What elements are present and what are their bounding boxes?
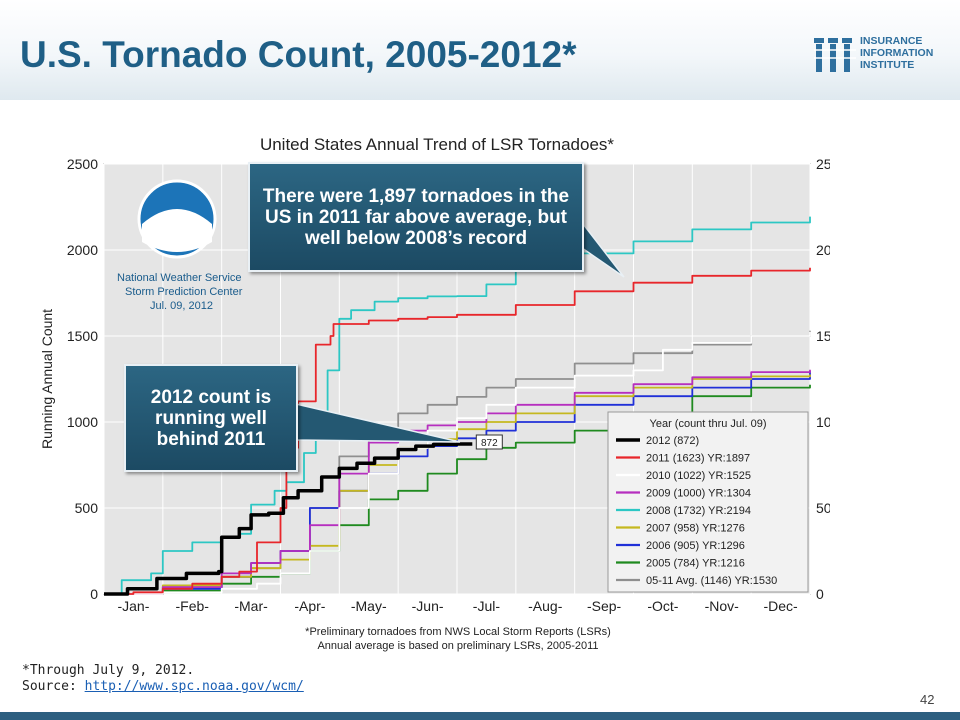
- source-prefix: Source:: [22, 679, 85, 694]
- y-tick-label: 2000: [67, 242, 98, 258]
- noaa-text-line: National Weather Service: [117, 272, 242, 284]
- current-count-marker: 872: [475, 434, 503, 450]
- iii-logo-text: INSURANCE INFORMATION INSTITUTE: [860, 35, 942, 71]
- legend-items: 2012 (872) 2011 (1623) YR:1897 2010 (1022)…: [616, 435, 777, 587]
- slide-footnote: *Through July 9, 2012. Source: http://ww…: [22, 663, 304, 695]
- x-tick-label: -Aug-: [528, 598, 563, 614]
- x-tick-label: -Nov-: [705, 598, 740, 614]
- x-tick-label: -Feb-: [176, 598, 210, 614]
- slide-title: U.S. Tornado Count, 2005-2012*: [20, 34, 577, 75]
- y-tick-label-right: 0: [816, 586, 824, 602]
- x-tick-label: -Jun-: [412, 598, 444, 614]
- y-tick-label-right: 2000: [816, 242, 830, 258]
- source-link[interactable]: http://www.spc.noaa.gov/wcm/: [84, 679, 304, 694]
- callout-2012-behind: 2012 count is running well behind 2011: [124, 364, 298, 472]
- legend-label: 2006 (905) YR:1296: [646, 540, 745, 552]
- series-line: [104, 442, 473, 596]
- legend-title: Year (count thru Jul. 09): [650, 418, 767, 430]
- x-tick-label: -Oct-: [647, 598, 678, 614]
- logo-line: INFORMATION: [860, 47, 934, 59]
- chart-title: United States Annual Trend of LSR Tornad…: [260, 135, 614, 154]
- iii-logo: INSURANCE INFORMATION INSTITUTE: [812, 34, 942, 74]
- y-tick-label-right: 1000: [816, 414, 830, 430]
- footnote-source: Source: http://www.spc.noaa.gov/wcm/: [22, 679, 304, 695]
- iii-logo-mark-icon: [814, 38, 856, 72]
- callout-2011-record: There were 1,897 tornadoes in the US in …: [248, 162, 584, 272]
- chart-footnote-line: *Preliminary tornadoes from NWS Local St…: [305, 626, 611, 638]
- legend-label: 05-11 Avg. (1146) YR:1530: [646, 575, 777, 587]
- x-tick-label: -Dec-: [763, 598, 798, 614]
- x-tick-label: -May-: [351, 598, 387, 614]
- footnote-through: *Through July 9, 2012.: [22, 663, 195, 678]
- series-line: [104, 267, 811, 595]
- y-axis-label: Running Annual Count: [42, 309, 55, 449]
- logo-line: INSURANCE: [860, 35, 923, 47]
- x-tick-label: -Sep-: [587, 598, 622, 614]
- noaa-bird-shape: [142, 209, 212, 252]
- noaa-text-line: Jul. 09, 2012: [150, 300, 213, 312]
- x-tick-label: -Mar-: [234, 598, 268, 614]
- noaa-text-line: Storm Prediction Center: [125, 286, 243, 298]
- legend-label: 2005 (784) YR:1216: [646, 558, 745, 570]
- y-tick-label: 0: [90, 586, 98, 602]
- legend-box: [607, 411, 809, 593]
- page-number: 42: [920, 692, 935, 707]
- x-tick-label: -Jul-: [473, 598, 501, 614]
- y-tick-label: 500: [75, 500, 99, 516]
- y-tick-label-right: 1500: [816, 328, 830, 344]
- chart-legend: Year (count thru Jul. 09) 2012 (872) 2011…: [607, 411, 809, 593]
- x-tick-label: -Apr-: [294, 598, 325, 614]
- noaa-badge: National Weather Service Storm Predictio…: [117, 179, 243, 312]
- current-count-box: [475, 434, 503, 450]
- legend-label: 2010 (1022) YR:1525: [646, 470, 751, 482]
- y-tick-label: 1500: [67, 328, 98, 344]
- logo-line: INSTITUTE: [860, 59, 915, 71]
- x-tick-labels: -Jan- -Feb- -Mar- -Apr- -May- -Jun- -Jul- -Aug-…: [117, 598, 798, 614]
- bottom-bar: [0, 712, 960, 720]
- y-tick-label-right: 500: [816, 500, 830, 516]
- current-count-label: 872: [481, 438, 498, 449]
- chart-footnote-line: Annual average is based on preliminary L…: [317, 640, 598, 652]
- header-band: [0, 0, 960, 100]
- legend-label: 2009 (1000) YR:1304: [646, 488, 751, 500]
- legend-label: 2012 (872): [646, 435, 699, 447]
- x-tick-label: -Jan-: [117, 598, 149, 614]
- legend-label: 2008 (1732) YR:2194: [646, 505, 751, 517]
- y-tick-label: 1000: [67, 414, 98, 430]
- y-tick-label-right: 2500: [816, 156, 830, 172]
- y-tick-label: 2500: [67, 156, 98, 172]
- legend-label: 2011 (1623) YR:1897: [646, 453, 750, 465]
- legend-label: 2007 (958) YR:1276: [646, 523, 745, 535]
